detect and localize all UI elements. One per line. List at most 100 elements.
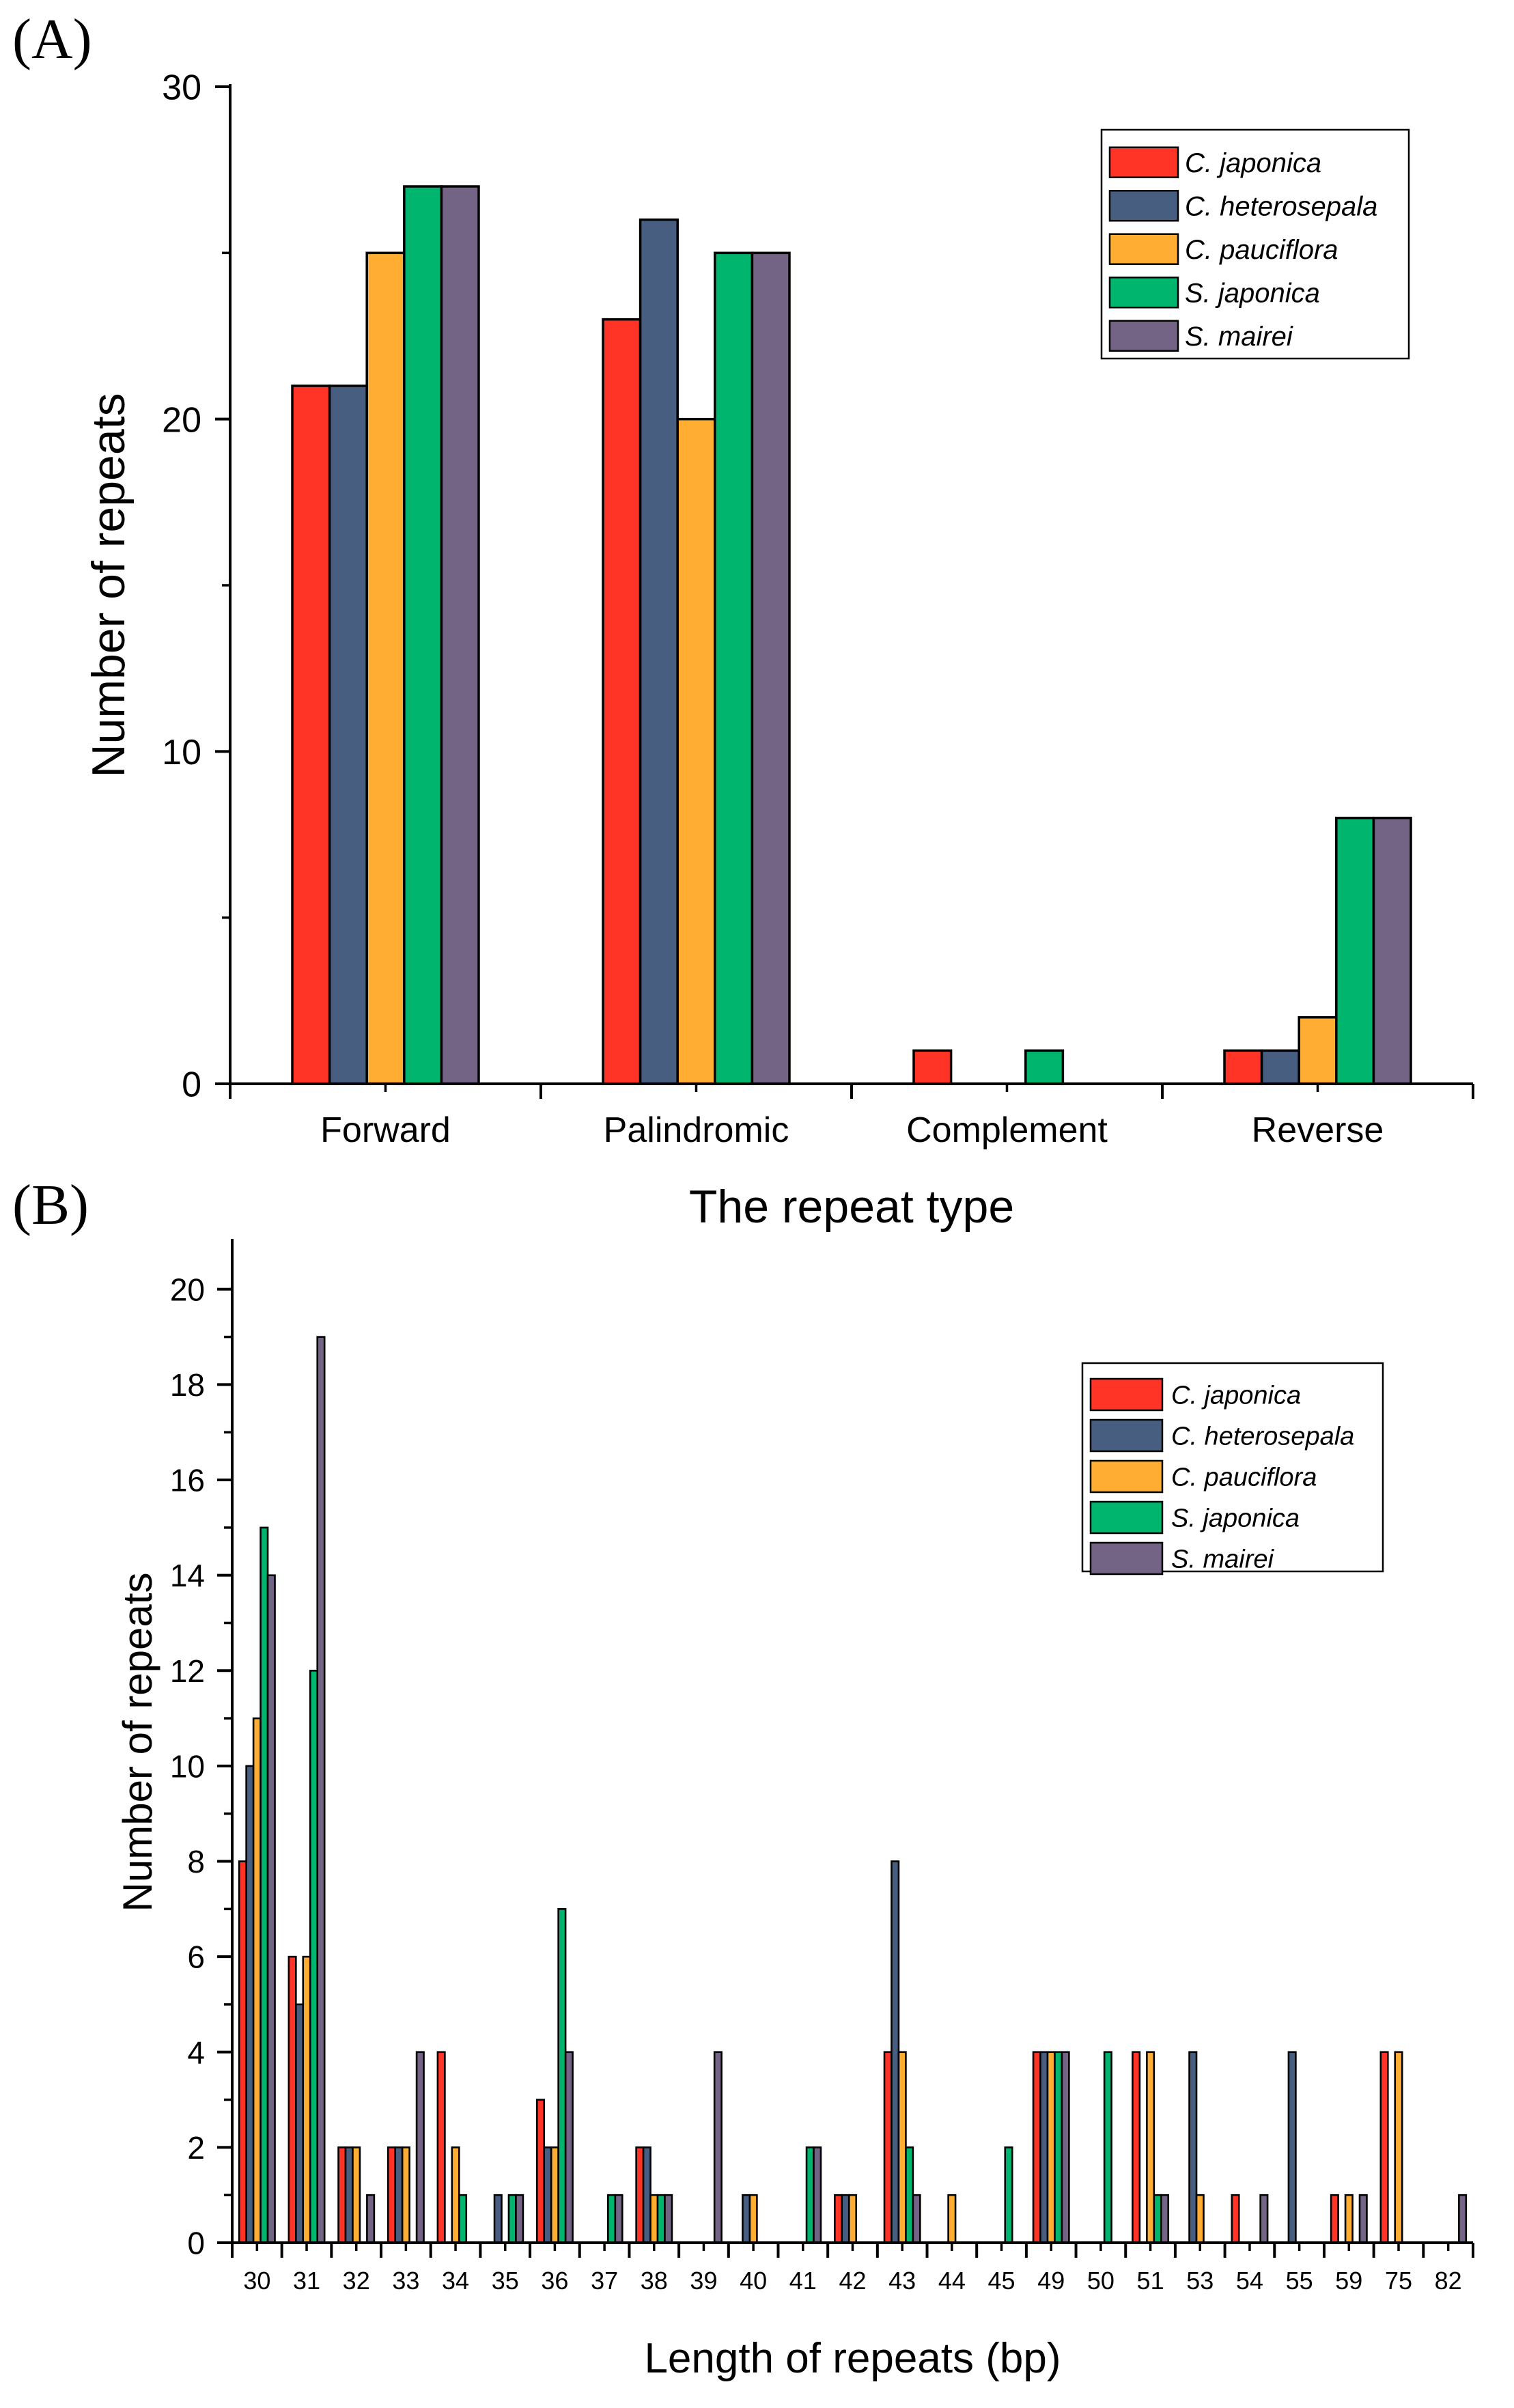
panel-b-legend-swatch-s-mairei	[1089, 1541, 1164, 1576]
panel-a-legend-swatch-s-japonica	[1108, 277, 1179, 309]
bar-c-japonica-36	[535, 2099, 546, 2244]
panel-a-y-axis-title: Number of repeats	[83, 393, 135, 777]
panel-a-legend-swatch-c-pauciflora	[1108, 233, 1179, 265]
panel-b-ytick-label-1: 2	[187, 2130, 205, 2166]
panel-b-ytick-label-6: 12	[170, 1653, 205, 1689]
panel-a-xtick-label-forward: Forward	[320, 1110, 451, 1150]
bar-c-pauciflora-53	[1195, 2194, 1205, 2244]
bar-c-pauciflora-43	[897, 2051, 907, 2244]
panel-b-xtick-label-51: 51	[1137, 2267, 1164, 2295]
bar-c-pauciflora-59	[1344, 2194, 1354, 2244]
bar-s-mairei-forward	[440, 185, 480, 1085]
bar-c-pauciflora-forward	[365, 251, 406, 1085]
bar-s-mairei-31	[316, 1336, 326, 2244]
bar-c-japonica-reverse	[1223, 1049, 1263, 1085]
bar-s-mairei-82	[1458, 2194, 1468, 2244]
bar-c-pauciflora-34	[451, 2146, 460, 2244]
panel-b: (B) 0 2 4 6 8 10 12 14 16 18 20 30 31 32 33 34 35 36 37 38 39…	[12, 1173, 1474, 2382]
bar-s-mairei-30	[266, 1574, 276, 2244]
panel-a-x-axis-title: The repeat type	[689, 1181, 1014, 1233]
bar-c-japonica-43	[883, 2051, 893, 2244]
panel-b-xtick-label-40: 40	[740, 2267, 767, 2295]
panel-b-ytick-label-5: 10	[170, 1748, 205, 1784]
bar-c-heterosepala-35	[493, 2194, 503, 2244]
bar-s-japonica-49	[1054, 2051, 1063, 2244]
bar-s-japonica-37	[607, 2194, 617, 2244]
bar-c-heterosepala-33	[394, 2146, 404, 2244]
bar-c-pauciflora-30	[252, 1717, 262, 2244]
panel-b-legend-swatch-c-japonica	[1089, 1377, 1164, 1412]
bar-c-heterosepala-43	[891, 1860, 900, 2244]
bar-s-japonica-36	[557, 1908, 567, 2244]
panel-b-xtick-label-33: 33	[392, 2267, 419, 2295]
panel-a-legend-label-s-mairei: S. mairei	[1185, 322, 1293, 352]
panel-a-xtick-label-palindromic: Palindromic	[604, 1110, 789, 1150]
bar-c-japonica-32	[337, 2146, 347, 2244]
panel-b-xtick-label-41: 41	[789, 2267, 817, 2295]
panel-a-ytick-label-3: 30	[162, 68, 201, 108]
panel-a-legend-label-c-japonica: C. japonica	[1185, 148, 1321, 178]
bar-c-japonica-34	[436, 2051, 446, 2244]
bar-s-japonica-43	[905, 2146, 914, 2244]
bar-c-pauciflora-31	[302, 1955, 311, 2244]
bar-s-japonica-35	[507, 2194, 517, 2244]
panel-b-xtick-label-39: 39	[690, 2267, 717, 2295]
panel-a-legend-swatch-c-japonica	[1108, 146, 1179, 178]
bar-c-heterosepala-55	[1287, 2051, 1297, 2244]
bar-s-mairei-35	[515, 2194, 524, 2244]
bar-c-heterosepala-40	[742, 2194, 751, 2244]
bar-c-pauciflora-40	[748, 2194, 758, 2244]
bar-c-heterosepala-36	[543, 2146, 552, 2244]
panel-b-xtick-label-45: 45	[988, 2267, 1015, 2295]
bar-c-japonica-51	[1132, 2051, 1141, 2244]
bar-c-pauciflora-reverse	[1298, 1016, 1338, 1085]
panel-b-legend-swatch-c-pauciflora	[1089, 1459, 1164, 1494]
panel-b-ytick-label-4: 8	[187, 1844, 205, 1879]
bar-c-heterosepala-49	[1039, 2051, 1049, 2244]
bar-c-japonica-42	[834, 2194, 843, 2244]
bar-s-mairei-38	[664, 2194, 673, 2244]
bar-c-heterosepala-reverse	[1260, 1049, 1300, 1085]
bar-c-heterosepala-53	[1188, 2051, 1198, 2244]
bar-c-pauciflora-32	[352, 2146, 361, 2244]
bar-s-japonica-30	[260, 1526, 269, 2244]
panel-b-xtick-label-34: 34	[442, 2267, 469, 2295]
bar-s-japonica-palindromic	[714, 251, 754, 1085]
bar-c-heterosepala-42	[841, 2194, 850, 2244]
panel-b-legend-swatch-s-japonica	[1089, 1500, 1164, 1535]
bar-c-pauciflora-51	[1146, 2051, 1155, 2244]
panel-a-ytick-label-0: 0	[182, 1065, 201, 1105]
bar-c-japonica-54	[1231, 2194, 1240, 2244]
panel-a-xtick-label-complement: Complement	[906, 1110, 1108, 1150]
panel-b-ytick-label-10: 20	[170, 1272, 205, 1307]
panel-b-xtick-label-38: 38	[641, 2267, 668, 2295]
bar-s-japonica-41	[805, 2146, 815, 2244]
panel-b-ytick-label-9: 18	[170, 1367, 205, 1403]
bar-c-japonica-75	[1379, 2051, 1389, 2244]
bar-s-mairei-54	[1259, 2194, 1269, 2244]
panel-b-xtick-label-42: 42	[839, 2267, 866, 2295]
panel-b-ytick-label-8: 16	[170, 1463, 205, 1498]
bar-c-japonica-49	[1032, 2051, 1041, 2244]
panel-b-xtick-label-49: 49	[1037, 2267, 1065, 2295]
bar-c-japonica-complement	[912, 1049, 953, 1085]
bar-c-pauciflora-75	[1394, 2051, 1403, 2244]
bar-c-pauciflora-42	[847, 2194, 858, 2244]
panel-b-xtick-label-55: 55	[1286, 2267, 1313, 2295]
panel-b-x-axis-title: Length of repeats (bp)	[644, 2335, 1061, 2382]
bar-c-pauciflora-palindromic	[676, 417, 716, 1085]
bar-c-pauciflora-49	[1046, 2051, 1056, 2244]
bar-s-mairei-32	[366, 2194, 376, 2244]
panel-a: (A) 0 10 20 30 Forward Palindromic Complement Re…	[12, 8, 1474, 1233]
bar-s-japonica-complement	[1024, 1049, 1065, 1085]
panel-b-label: (B)	[12, 1173, 89, 1237]
bar-s-japonica-50	[1103, 2051, 1112, 2244]
panel-a-ytick-label-2: 20	[162, 400, 201, 440]
panel-b-xtick-label-43: 43	[888, 2267, 916, 2295]
panel-b-ytick-label-7: 14	[170, 1558, 205, 1593]
panel-b-xtick-label-35: 35	[492, 2267, 519, 2295]
panel-b-xtick-label-59: 59	[1335, 2267, 1362, 2295]
bar-s-japonica-31	[309, 1669, 319, 2244]
panel-b-xtick-label-32: 32	[343, 2267, 370, 2295]
